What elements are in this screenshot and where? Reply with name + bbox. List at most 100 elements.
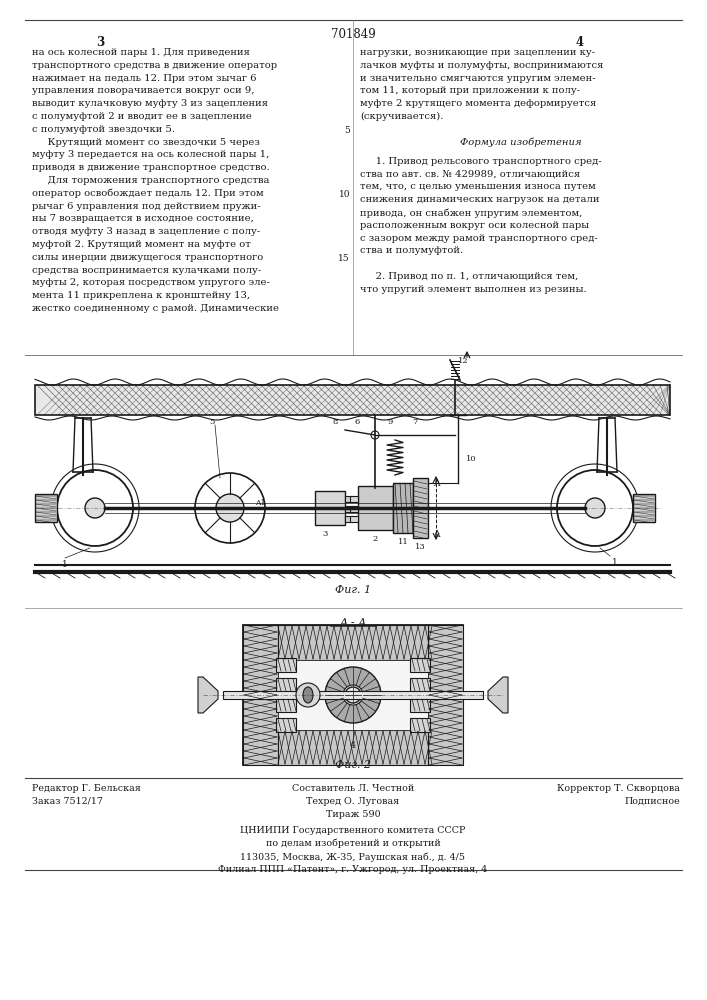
Bar — [223, 691, 483, 699]
Circle shape — [216, 494, 244, 522]
Text: 1: 1 — [612, 558, 618, 567]
Text: 10: 10 — [466, 455, 477, 463]
Text: 12: 12 — [457, 357, 468, 365]
Text: 1: 1 — [62, 560, 68, 569]
Text: 7: 7 — [412, 418, 418, 426]
Text: А - А: А - А — [339, 618, 367, 628]
Bar — [243, 625, 463, 765]
Bar — [410, 658, 430, 672]
Text: 5: 5 — [344, 126, 350, 135]
Text: A: A — [433, 530, 439, 539]
Bar — [350, 496, 358, 502]
Text: ны 7 возвращается в исходное состояние,: ны 7 возвращается в исходное состояние, — [32, 214, 254, 223]
Bar — [278, 730, 428, 765]
Bar — [276, 718, 296, 732]
Text: A1: A1 — [255, 499, 265, 507]
Text: Редактор Г. Бельская: Редактор Г. Бельская — [32, 784, 141, 793]
Bar — [410, 698, 430, 712]
Text: Филиал ППП «Патент», г. Ужгород, ул. Проектная, 4: Филиал ППП «Патент», г. Ужгород, ул. Про… — [218, 865, 488, 874]
Text: и значительно смягчаются упругим элемен-: и значительно смягчаются упругим элемен- — [360, 74, 595, 83]
Text: оператор освобождает педаль 12. При этом: оператор освобождает педаль 12. При этом — [32, 189, 264, 198]
Text: 15: 15 — [339, 254, 350, 263]
Text: ства по авт. св. № 429989, отличающийся: ства по авт. св. № 429989, отличающийся — [360, 170, 580, 179]
Text: отводя муфту 3 назад в зацепление с полу-: отводя муфту 3 назад в зацепление с полу… — [32, 227, 260, 236]
Text: управления поворачивается вокруг оси 9,: управления поворачивается вокруг оси 9, — [32, 86, 255, 95]
Text: 13: 13 — [414, 543, 426, 551]
Text: приводя в движение транспортное средство.: приводя в движение транспортное средство… — [32, 163, 269, 172]
Text: Заказ 7512/17: Заказ 7512/17 — [32, 797, 103, 806]
Bar — [276, 678, 296, 692]
Text: Для торможения транспортного средства: Для торможения транспортного средства — [32, 176, 269, 185]
Circle shape — [585, 498, 605, 518]
Circle shape — [85, 498, 105, 518]
Text: средства воспринимается кулачками полу-: средства воспринимается кулачками полу- — [32, 266, 262, 275]
Text: с зазором между рамой транспортного сред-: с зазором между рамой транспортного сред… — [360, 234, 597, 243]
Text: с полумуфтой 2 и вводит ее в зацепление: с полумуфтой 2 и вводит ее в зацепление — [32, 112, 252, 121]
Text: том 11, который при приложении к полу-: том 11, который при приложении к полу- — [360, 86, 580, 95]
Bar — [633, 494, 655, 522]
Text: снижения динамических нагрузок на детали: снижения динамических нагрузок на детали — [360, 195, 600, 204]
Text: привода, он снабжен упругим элементом,: привода, он снабжен упругим элементом, — [360, 208, 583, 218]
Circle shape — [325, 667, 381, 723]
Bar — [276, 698, 296, 712]
Text: (скручивается).: (скручивается). — [360, 112, 443, 121]
Text: нагрузки, возникающие при зацеплении ку-: нагрузки, возникающие при зацеплении ку- — [360, 48, 595, 57]
Text: 1. Привод рельсового транспортного сред-: 1. Привод рельсового транспортного сред- — [360, 157, 602, 166]
Text: 3: 3 — [322, 530, 327, 538]
Text: выводит кулачковую муфту 3 из зацепления: выводит кулачковую муфту 3 из зацепления — [32, 99, 268, 108]
Text: силы инерции движущегося транспортного: силы инерции движущегося транспортного — [32, 253, 263, 262]
Text: тем, что, с целью уменьшения износа путем: тем, что, с целью уменьшения износа путе… — [360, 182, 596, 191]
Text: лачков муфты и полумуфты, воспринимаются: лачков муфты и полумуфты, воспринимаются — [360, 61, 603, 70]
Bar — [410, 718, 430, 732]
Circle shape — [345, 687, 361, 703]
Polygon shape — [198, 677, 218, 713]
Text: на ось колесной пары 1. Для приведения: на ось колесной пары 1. Для приведения — [32, 48, 250, 57]
Bar — [315, 491, 345, 525]
Text: 4: 4 — [350, 741, 356, 750]
Text: Фиг. 2: Фиг. 2 — [335, 760, 371, 770]
Text: 8: 8 — [332, 418, 338, 426]
Bar — [350, 506, 358, 512]
Text: 10: 10 — [339, 190, 350, 199]
Text: муфтой 2. Крутящий момент на муфте от: муфтой 2. Крутящий момент на муфте от — [32, 240, 251, 249]
Text: Формула изобретения: Формула изобретения — [460, 138, 582, 147]
Bar — [345, 516, 353, 522]
Bar — [35, 494, 57, 522]
Bar — [413, 478, 428, 538]
Bar — [345, 496, 353, 502]
Bar — [278, 625, 428, 660]
Text: Крутящий момент со звездочки 5 через: Крутящий момент со звездочки 5 через — [32, 138, 260, 147]
Text: Фиг. 1: Фиг. 1 — [335, 585, 371, 595]
Bar — [345, 506, 353, 512]
Text: муфты 2, которая посредством упругого эле-: муфты 2, которая посредством упругого эл… — [32, 278, 270, 287]
Text: Техред О. Луговая: Техред О. Луговая — [306, 797, 399, 806]
Circle shape — [343, 685, 363, 705]
Bar — [278, 660, 428, 730]
Text: Тираж 590: Тираж 590 — [326, 810, 380, 819]
Text: жестко соединенному с рамой. Динамические: жестко соединенному с рамой. Динамически… — [32, 304, 279, 313]
Text: 2. Привод по п. 1, отличающийся тем,: 2. Привод по п. 1, отличающийся тем, — [360, 272, 578, 281]
Text: ства и полумуфтой.: ства и полумуфтой. — [360, 246, 463, 255]
Text: расположенным вокруг оси колесной пары: расположенным вокруг оси колесной пары — [360, 221, 589, 230]
Text: транспортного средства в движение оператор: транспортного средства в движение операт… — [32, 61, 277, 70]
Bar — [358, 486, 393, 530]
Bar — [393, 483, 413, 533]
Bar — [428, 625, 463, 765]
Text: по делам изобретений и открытий: по делам изобретений и открытий — [266, 839, 440, 848]
Bar — [350, 516, 358, 522]
Text: 11: 11 — [397, 538, 409, 546]
Text: 2: 2 — [373, 535, 378, 543]
Text: муфте 2 крутящего момента деформируется: муфте 2 крутящего момента деформируется — [360, 99, 596, 108]
Text: 5: 5 — [209, 418, 215, 426]
Bar — [243, 625, 278, 765]
Text: 701849: 701849 — [331, 28, 375, 41]
Polygon shape — [488, 677, 508, 713]
Bar — [35, 385, 670, 415]
Text: 9: 9 — [387, 418, 392, 426]
Bar — [410, 678, 430, 692]
Text: 113035, Москва, Ж-35, Раушская наб., д. 4/5: 113035, Москва, Ж-35, Раушская наб., д. … — [240, 852, 465, 861]
Text: 6: 6 — [354, 418, 360, 426]
Text: с полумуфтой звездочки 5.: с полумуфтой звездочки 5. — [32, 125, 175, 134]
Text: ЦНИИПИ Государственного комитета СССР: ЦНИИПИ Государственного комитета СССР — [240, 826, 466, 835]
Text: рычаг 6 управления под действием пружи-: рычаг 6 управления под действием пружи- — [32, 202, 261, 211]
